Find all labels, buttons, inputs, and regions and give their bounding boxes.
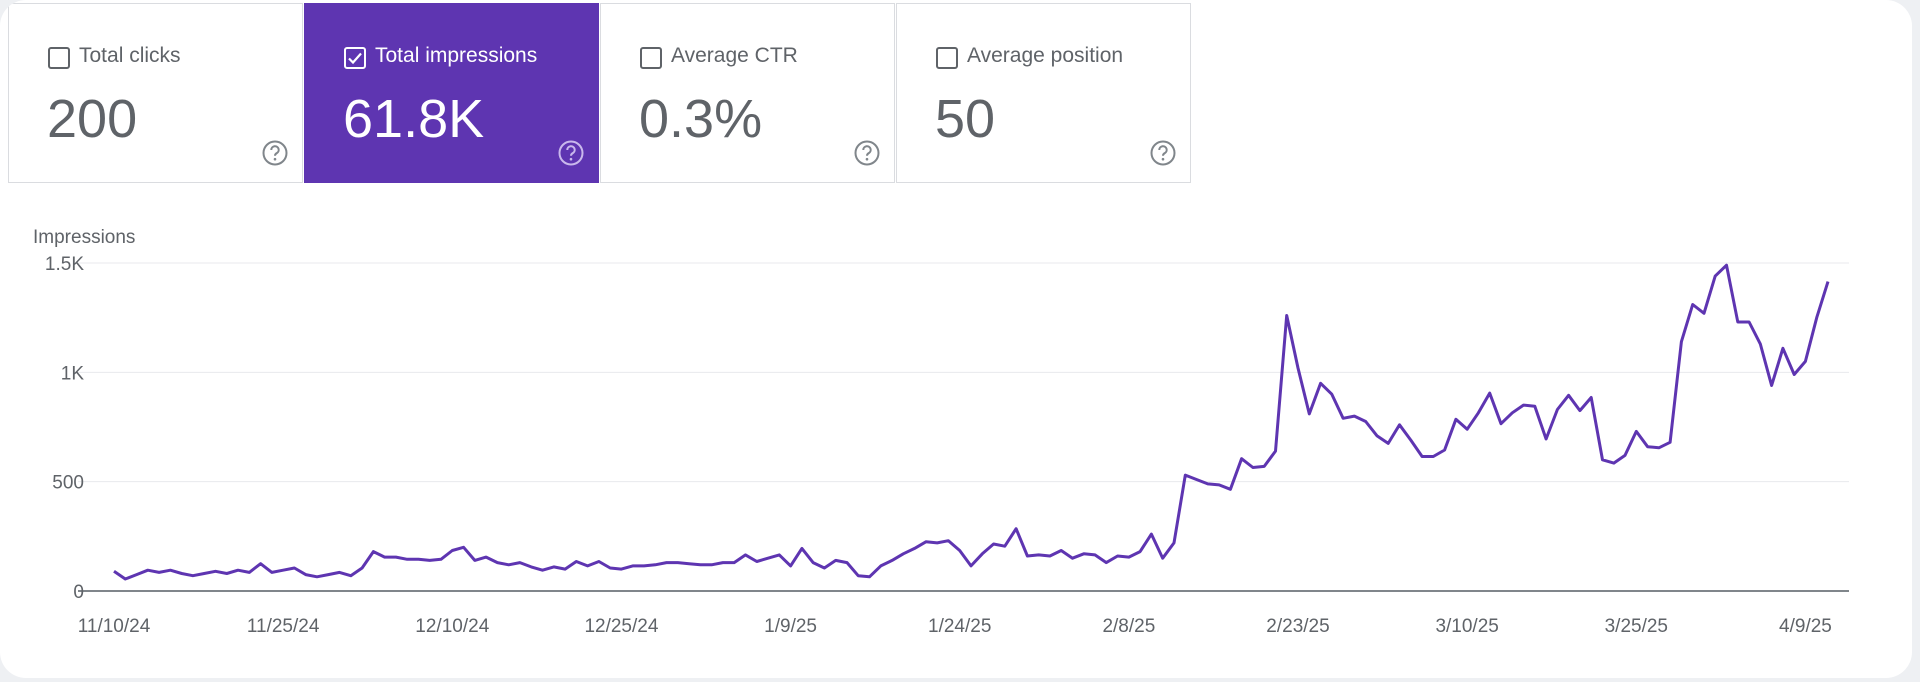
help-mark [566, 145, 576, 156]
x-tick-label: 4/9/25 [1779, 616, 1832, 637]
help-mark [862, 145, 872, 156]
checkbox-box [640, 47, 662, 69]
x-tick-label: 12/10/24 [415, 616, 489, 637]
metric-label: Total impressions [375, 44, 538, 67]
metric-label: Total clicks [79, 44, 181, 67]
checkbox[interactable] [935, 46, 959, 70]
help-icon[interactable] [557, 139, 585, 167]
help-dot [865, 157, 869, 161]
x-tick-label: 1/24/25 [928, 616, 991, 637]
metric-value: 0.3% [639, 89, 763, 149]
x-tick-label: 11/10/24 [78, 616, 151, 637]
checkbox-box [48, 47, 70, 69]
help-circle [558, 140, 584, 166]
x-tick-label: 2/23/25 [1266, 616, 1329, 637]
help-icon[interactable] [1149, 139, 1177, 167]
checkbox-box [936, 47, 958, 69]
x-tick-label: 11/25/24 [247, 616, 320, 637]
checkbox[interactable] [47, 46, 71, 70]
help-dot [1161, 157, 1165, 161]
x-tick-label: 2/8/25 [1102, 616, 1155, 637]
x-tick-label: 12/25/24 [584, 616, 658, 637]
metric-card[interactable]: Average CTR 0.3% [600, 3, 895, 183]
metric-card[interactable]: Total impressions 61.8K [304, 3, 599, 183]
checkbox-box [344, 47, 366, 69]
impressions-line [113, 263, 1830, 581]
x-tick-label: 3/10/25 [1435, 616, 1498, 637]
y-tick-label: 1K [61, 363, 85, 384]
x-tick-label: 1/9/25 [764, 616, 817, 637]
help-icon[interactable] [853, 139, 881, 167]
y-tick-label: 0 [73, 582, 84, 603]
y-tick-label: 1.5K [45, 254, 84, 275]
checkbox[interactable] [343, 46, 367, 70]
help-circle [262, 140, 288, 166]
checkbox-check [348, 52, 362, 65]
metric-value: 61.8K [343, 89, 485, 149]
help-icon[interactable] [261, 139, 289, 167]
metric-value: 200 [47, 89, 138, 149]
metric-card[interactable]: Total clicks 200 [8, 3, 303, 183]
help-mark [1158, 145, 1168, 156]
metric-value: 50 [935, 89, 996, 149]
y-axis-label: Impressions [33, 227, 135, 248]
help-circle [854, 140, 880, 166]
metric-label: Average position [967, 44, 1124, 67]
x-tick-label: 3/25/25 [1605, 616, 1668, 637]
help-dot [569, 157, 573, 161]
metric-label: Average CTR [671, 44, 798, 67]
help-dot [273, 157, 277, 161]
help-mark [270, 145, 280, 156]
metric-card[interactable]: Average position 50 [896, 3, 1191, 183]
checkbox[interactable] [639, 46, 663, 70]
help-circle [1150, 140, 1176, 166]
y-tick-label: 500 [52, 473, 84, 494]
